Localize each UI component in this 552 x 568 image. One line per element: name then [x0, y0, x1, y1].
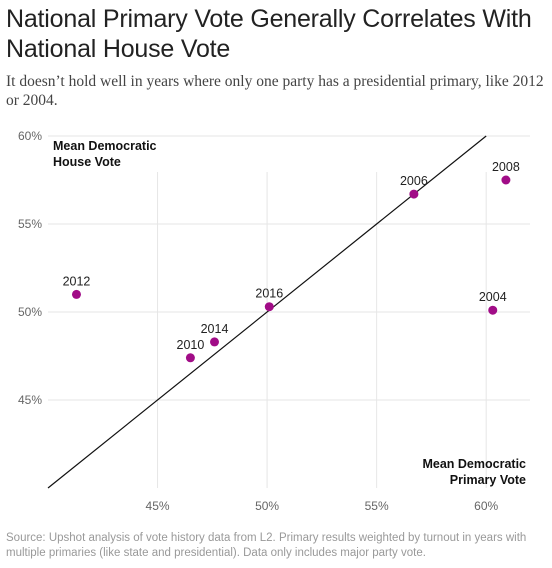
data-point	[71, 289, 81, 299]
data-points: 2004 2006 2008 2010 2012 2014 2016	[63, 160, 520, 363]
data-point-label: 2004	[479, 290, 507, 304]
source-note: Source: Upshot analysis of vote history …	[6, 532, 527, 559]
y-tick-label: 45%	[18, 393, 42, 407]
x-tick-label: 50%	[255, 499, 279, 513]
data-point-label: 2014	[201, 322, 229, 336]
y-tick-label: 50%	[18, 305, 42, 319]
x-tick-label: 55%	[365, 499, 389, 513]
y-tick-label: 60%	[18, 129, 42, 143]
axis-titles: Mean Democratic House Vote Mean Democratic…	[53, 139, 526, 487]
data-point-label: 2016	[255, 287, 283, 301]
data-point	[409, 189, 419, 199]
scatter-chart: 45% 50% 55% 60% 45% 50% 55% 60% Mean Democratic…	[18, 129, 530, 513]
y-axis-title: Mean Democratic	[53, 139, 157, 153]
chart-grid	[48, 135, 530, 488]
data-point	[210, 337, 220, 347]
x-axis-title: Mean Democratic	[422, 457, 526, 471]
data-point-label: 2012	[63, 274, 91, 288]
data-point-label: 2010	[177, 338, 205, 352]
y-tick-label: 55%	[18, 217, 42, 231]
data-point	[488, 305, 498, 315]
x-axis-title: Primary Vote	[450, 473, 526, 487]
data-point-label: 2006	[400, 174, 428, 188]
data-point	[185, 353, 195, 363]
x-tick-label: 45%	[146, 499, 170, 513]
data-point-label: 2008	[492, 160, 520, 174]
x-tick-label: 60%	[474, 499, 498, 513]
tick-labels: 45% 50% 55% 60% 45% 50% 55% 60%	[18, 129, 499, 513]
chart-title: National Primary Vote Generally Correlat…	[6, 5, 532, 63]
chart-subtitle: It doesn’t hold well in years where only…	[6, 73, 544, 109]
data-point	[501, 175, 511, 185]
data-point	[264, 302, 274, 312]
y-axis-title: House Vote	[53, 155, 121, 169]
